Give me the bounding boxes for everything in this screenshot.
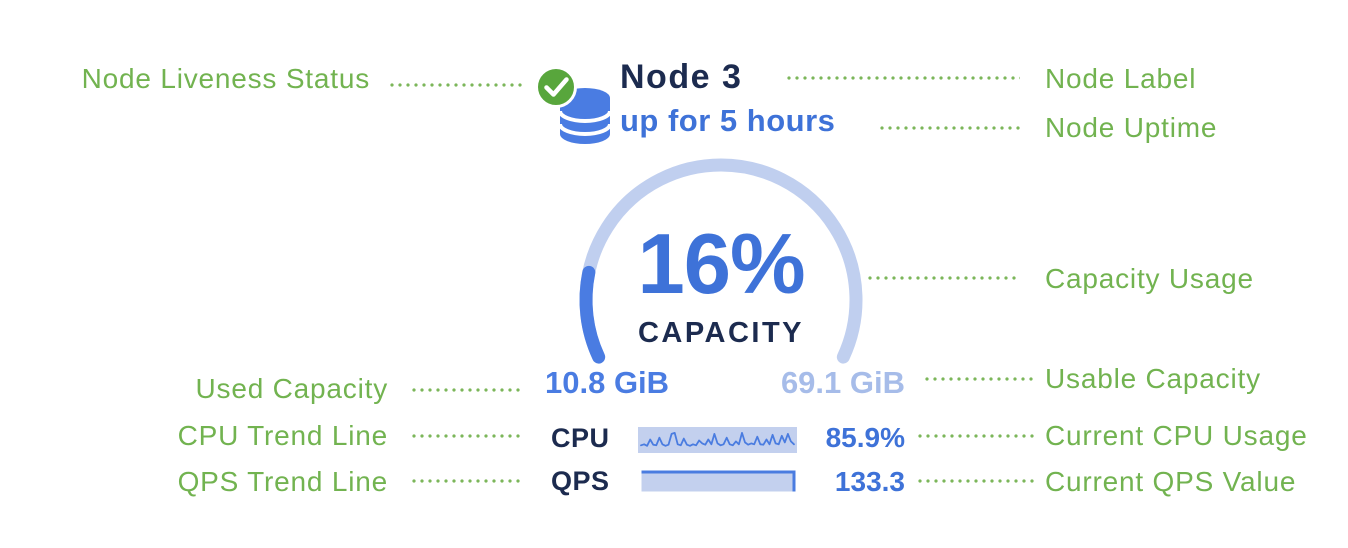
cpu-sparkline — [638, 427, 797, 453]
cpu-current-value: 85.9% — [825, 422, 905, 453]
gauge-fill-arc — [579, 158, 863, 364]
callout-current-cpu-usage: Current CPU Usage — [1045, 420, 1308, 451]
cpu-sparkline-path — [640, 432, 795, 447]
callout-node-liveness-status: Node Liveness Status — [81, 63, 370, 94]
connector-usable-capacity — [925, 377, 1037, 381]
connector-node-uptime — [880, 126, 1020, 130]
callout-node-label: Node Label — [1045, 63, 1197, 94]
qps-label: QPS — [551, 466, 610, 496]
node-uptime: up for 5 hours — [620, 103, 836, 138]
callout-current-qps-value: Current QPS Value — [1045, 466, 1297, 497]
capacity-percent: 16% — [637, 217, 805, 312]
callout-usable-capacity: Usable Capacity — [1045, 363, 1261, 394]
qps-trend-chart — [641, 470, 796, 492]
callout-qps-trend-line: QPS Trend Line — [177, 466, 388, 497]
used-capacity-value: 10.8 GiB — [545, 365, 670, 400]
connector-current-cpu-usage — [918, 434, 1035, 438]
callout-node-uptime: Node Uptime — [1045, 112, 1218, 143]
node-name: Node 3 — [620, 58, 743, 96]
capacity-gauge — [579, 158, 863, 364]
callout-cpu-trend-line: CPU Trend Line — [177, 420, 388, 451]
usable-capacity-value: 69.1 GiB — [780, 365, 905, 400]
connector-node-liveness-status — [390, 83, 522, 87]
connector-cpu-trend-line — [412, 434, 522, 438]
connector-node-label — [787, 76, 1020, 80]
cpu-label: CPU — [551, 423, 610, 453]
connector-used-capacity — [412, 388, 522, 392]
connector-capacity-usage — [868, 276, 1020, 280]
capacity-caption: CAPACITY — [637, 317, 805, 349]
connector-qps-trend-line — [412, 479, 522, 483]
qps-current-value: 133.3 — [834, 466, 905, 497]
callout-used-capacity: Used Capacity — [195, 373, 388, 404]
liveness-check-icon — [535, 66, 577, 108]
callout-capacity-usage: Capacity Usage — [1045, 263, 1254, 294]
connector-current-qps-value — [918, 479, 1035, 483]
